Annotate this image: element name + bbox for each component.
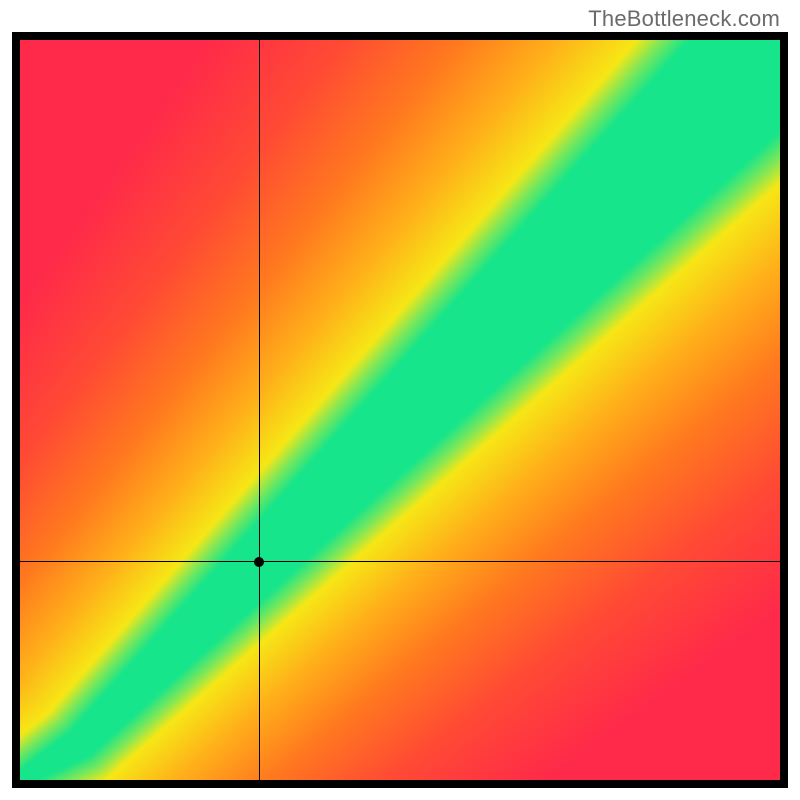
plot-frame — [12, 32, 788, 788]
chart-container: TheBottleneck.com — [0, 0, 800, 800]
watermark-text: TheBottleneck.com — [588, 6, 780, 32]
crosshair-horizontal — [20, 561, 780, 562]
heatmap-canvas — [20, 40, 780, 780]
plot-area — [20, 40, 780, 780]
crosshair-vertical — [259, 40, 260, 780]
